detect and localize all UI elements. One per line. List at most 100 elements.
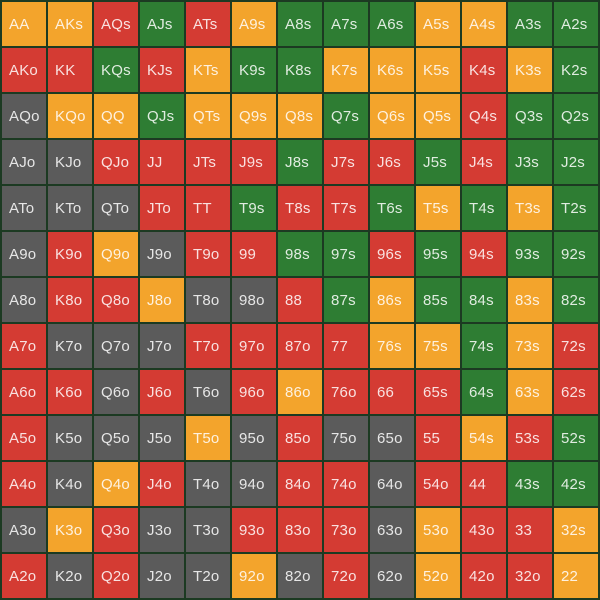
hand-cell-64s[interactable]: 64s [462,370,506,414]
hand-cell-73s[interactable]: 73s [508,324,552,368]
hand-cell-66[interactable]: 66 [370,370,414,414]
hand-cell-K3o[interactable]: K3o [48,508,92,552]
hand-cell-Q8s[interactable]: Q8s [278,94,322,138]
hand-cell-Q7s[interactable]: Q7s [324,94,368,138]
hand-cell-73o[interactable]: 73o [324,508,368,552]
hand-cell-93s[interactable]: 93s [508,232,552,276]
hand-cell-AJs[interactable]: AJs [140,2,184,46]
hand-cell-82s[interactable]: 82s [554,278,598,322]
hand-cell-A8o[interactable]: A8o [2,278,46,322]
hand-cell-99[interactable]: 99 [232,232,276,276]
hand-cell-53o[interactable]: 53o [416,508,460,552]
hand-cell-87o[interactable]: 87o [278,324,322,368]
hand-cell-43s[interactable]: 43s [508,462,552,506]
hand-cell-J8o[interactable]: J8o [140,278,184,322]
hand-cell-86o[interactable]: 86o [278,370,322,414]
hand-cell-T2s[interactable]: T2s [554,186,598,230]
hand-cell-J3s[interactable]: J3s [508,140,552,184]
hand-cell-A3s[interactable]: A3s [508,2,552,46]
hand-cell-T3s[interactable]: T3s [508,186,552,230]
hand-cell-98s[interactable]: 98s [278,232,322,276]
hand-cell-K2s[interactable]: K2s [554,48,598,92]
hand-cell-76o[interactable]: 76o [324,370,368,414]
hand-cell-KJs[interactable]: KJs [140,48,184,92]
hand-cell-74s[interactable]: 74s [462,324,506,368]
hand-cell-65o[interactable]: 65o [370,416,414,460]
hand-cell-A6o[interactable]: A6o [2,370,46,414]
hand-cell-72s[interactable]: 72s [554,324,598,368]
hand-cell-T7s[interactable]: T7s [324,186,368,230]
hand-cell-A8s[interactable]: A8s [278,2,322,46]
hand-cell-Q8o[interactable]: Q8o [94,278,138,322]
hand-cell-85o[interactable]: 85o [278,416,322,460]
hand-cell-K7o[interactable]: K7o [48,324,92,368]
hand-cell-T4s[interactable]: T4s [462,186,506,230]
hand-cell-93o[interactable]: 93o [232,508,276,552]
hand-cell-96s[interactable]: 96s [370,232,414,276]
hand-cell-44[interactable]: 44 [462,462,506,506]
hand-cell-92s[interactable]: 92s [554,232,598,276]
hand-cell-A4o[interactable]: A4o [2,462,46,506]
hand-cell-A4s[interactable]: A4s [462,2,506,46]
hand-cell-92o[interactable]: 92o [232,554,276,598]
hand-cell-KK[interactable]: KK [48,48,92,92]
hand-cell-74o[interactable]: 74o [324,462,368,506]
hand-cell-J2o[interactable]: J2o [140,554,184,598]
hand-cell-42o[interactable]: 42o [462,554,506,598]
hand-cell-QJo[interactable]: QJo [94,140,138,184]
hand-cell-K8o[interactable]: K8o [48,278,92,322]
hand-cell-K5s[interactable]: K5s [416,48,460,92]
hand-cell-J7o[interactable]: J7o [140,324,184,368]
hand-cell-K6s[interactable]: K6s [370,48,414,92]
hand-cell-87s[interactable]: 87s [324,278,368,322]
hand-cell-J4o[interactable]: J4o [140,462,184,506]
hand-cell-T2o[interactable]: T2o [186,554,230,598]
hand-cell-ATs[interactable]: ATs [186,2,230,46]
hand-cell-T6s[interactable]: T6s [370,186,414,230]
hand-cell-Q9o[interactable]: Q9o [94,232,138,276]
hand-cell-97o[interactable]: 97o [232,324,276,368]
hand-cell-84o[interactable]: 84o [278,462,322,506]
hand-cell-A2o[interactable]: A2o [2,554,46,598]
hand-cell-TT[interactable]: TT [186,186,230,230]
hand-cell-K9o[interactable]: K9o [48,232,92,276]
hand-cell-43o[interactable]: 43o [462,508,506,552]
hand-cell-54s[interactable]: 54s [462,416,506,460]
hand-cell-64o[interactable]: 64o [370,462,414,506]
hand-cell-95o[interactable]: 95o [232,416,276,460]
hand-cell-83o[interactable]: 83o [278,508,322,552]
hand-cell-52o[interactable]: 52o [416,554,460,598]
hand-cell-J5o[interactable]: J5o [140,416,184,460]
hand-cell-K8s[interactable]: K8s [278,48,322,92]
hand-cell-KJo[interactable]: KJo [48,140,92,184]
hand-cell-QQ[interactable]: QQ [94,94,138,138]
hand-cell-A5o[interactable]: A5o [2,416,46,460]
hand-cell-A7s[interactable]: A7s [324,2,368,46]
hand-cell-J3o[interactable]: J3o [140,508,184,552]
hand-cell-K4s[interactable]: K4s [462,48,506,92]
hand-cell-63o[interactable]: 63o [370,508,414,552]
hand-cell-Q5o[interactable]: Q5o [94,416,138,460]
hand-cell-Q6o[interactable]: Q6o [94,370,138,414]
hand-cell-Q4s[interactable]: Q4s [462,94,506,138]
hand-cell-Q2s[interactable]: Q2s [554,94,598,138]
hand-cell-T8s[interactable]: T8s [278,186,322,230]
hand-cell-J9o[interactable]: J9o [140,232,184,276]
hand-cell-62s[interactable]: 62s [554,370,598,414]
hand-cell-94o[interactable]: 94o [232,462,276,506]
hand-cell-T6o[interactable]: T6o [186,370,230,414]
hand-cell-J6o[interactable]: J6o [140,370,184,414]
hand-cell-J9s[interactable]: J9s [232,140,276,184]
hand-cell-22[interactable]: 22 [554,554,598,598]
hand-cell-J8s[interactable]: J8s [278,140,322,184]
hand-cell-75s[interactable]: 75s [416,324,460,368]
hand-cell-65s[interactable]: 65s [416,370,460,414]
hand-cell-Q3o[interactable]: Q3o [94,508,138,552]
hand-cell-72o[interactable]: 72o [324,554,368,598]
hand-cell-96o[interactable]: 96o [232,370,276,414]
hand-cell-T5o[interactable]: T5o [186,416,230,460]
hand-cell-J7s[interactable]: J7s [324,140,368,184]
hand-cell-T5s[interactable]: T5s [416,186,460,230]
hand-cell-86s[interactable]: 86s [370,278,414,322]
hand-cell-AJo[interactable]: AJo [2,140,46,184]
